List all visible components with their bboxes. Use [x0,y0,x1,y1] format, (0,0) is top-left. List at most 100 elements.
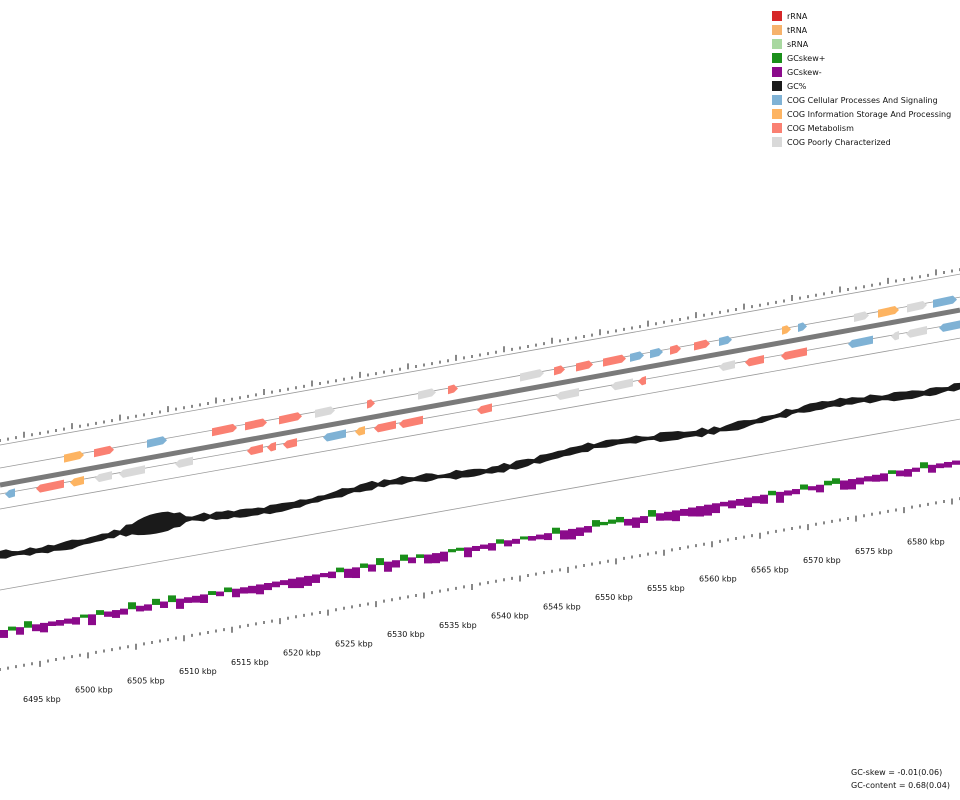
legend-label: COG Poorly Characterized [787,137,891,147]
gene-arrow [939,320,960,332]
gc-skew-negative-segment [784,490,792,496]
gc-skew-negative-segment [424,554,432,564]
gene-arrow [878,305,899,318]
gc-skew-negative-segment [880,473,888,482]
gene-arrow [854,311,869,322]
gene-arrow [906,325,927,338]
legend-swatch [772,39,782,49]
legend-item-rrna: rRNA [772,9,951,23]
gc-skew-positive-segment [496,539,504,544]
legend-label: GCskew- [787,67,822,77]
gc-skew-negative-segment [584,526,592,533]
track-line [0,296,960,469]
gc-skew-positive-segment [456,547,464,551]
gene-arrow [175,456,193,468]
legend-item-cog-poorly: COG Poorly Characterized [772,135,951,149]
gene-arrow [611,378,633,391]
gene-arrow [367,399,375,409]
legend-item-cog-metabolism: COG Metabolism [772,121,951,135]
gc-skew-negative-segment [712,503,720,514]
gc-skew-negative-segment [112,610,120,618]
gc-skew-negative-segment [656,513,664,521]
gc-skew-positive-segment [336,567,344,573]
gc-skew-positive-segment [416,554,424,558]
gc-skew-negative-segment [264,583,272,591]
gc-skew-positive-segment [520,536,528,540]
gc-skew-positive-segment [96,610,104,615]
gc-skew-positive-segment [920,462,928,469]
gene-arrow [650,347,663,359]
gene-arrow [719,360,735,372]
legend-swatch [772,123,782,133]
gc-skew-positive-segment [768,490,776,496]
gc-skew-negative-segment [936,463,944,469]
gc-content-profile [0,382,960,559]
gene-arrow [670,344,681,355]
gc-skew-negative-segment [560,530,568,540]
gc-skew-positive-segment [400,554,408,561]
gc-skew-negative-segment [688,507,696,517]
gc-skew-negative-segment [528,536,536,541]
scale-label: 6530 kbp [387,630,425,639]
legend-swatch [772,137,782,147]
legend-swatch [772,53,782,63]
gc-skew-negative-segment [944,461,952,468]
gene-arrow [907,300,927,313]
legend-label: GCskew+ [787,53,826,63]
gene-arrow [147,436,167,448]
legend-swatch [772,67,782,77]
gene-arrow [5,488,15,499]
gc-skew-negative-segment [640,516,648,524]
gene-arrow [448,384,458,395]
gc-skew-negative-segment [352,567,360,579]
gene-arrow [554,365,565,376]
gene-arrow [36,479,64,493]
gc-skew-negative-segment [16,627,24,635]
legend-item-gcskew-plus: GCskew+ [772,51,951,65]
scale-label: 6550 kbp [595,593,633,602]
gene-arrow [719,335,732,347]
gc-skew-negative-segment [720,501,728,507]
gc-skew-negative-segment [384,561,392,572]
gc-skew-positive-segment [448,549,456,553]
gene-arrow [798,322,807,332]
gc-skew-negative-segment [904,469,912,477]
track-line [0,337,960,510]
gc-skew-negative-segment [576,527,584,536]
scale-label: 6535 kbp [439,621,477,630]
legend-label: sRNA [787,39,809,49]
gc-skew-negative-segment [192,595,200,603]
scale-label: 6580 kbp [907,538,945,547]
scale-label: 6570 kbp [803,556,841,565]
gc-skew-negative-segment [304,575,312,586]
gc-skew-negative-segment [184,597,192,603]
gc-skew-negative-segment [624,518,632,526]
gc-skew-negative-segment [792,489,800,495]
scale-label: 6495 kbp [23,695,61,704]
gc-skew-negative-segment [696,506,704,517]
gc-skew-positive-segment [152,598,160,605]
gc-skew-negative-segment [480,544,488,549]
scale-label: 6575 kbp [855,547,893,556]
gc-skew-negative-segment [632,517,640,528]
gc-skew-negative-segment [32,624,40,632]
gc-skew-negative-segment [872,474,880,482]
gc-skew-negative-segment [472,545,480,552]
gc-content-stat: GC-content = 0.68(0.04) [851,781,950,790]
gc-skew-positive-segment [224,587,232,593]
gene-arrow [247,444,263,456]
gc-skew-negative-segment [736,498,744,506]
gc-skew-negative-segment [664,511,672,521]
gc-skew-track [0,460,960,638]
gc-skew-negative-segment [216,591,224,597]
gc-skew-positive-segment [608,519,616,524]
legend-item-gc-percent: GC% [772,79,951,93]
gene-arrow [212,423,237,437]
gene-arrow [477,403,492,415]
genome-backbone [0,307,960,488]
scale-label: 6560 kbp [699,575,737,584]
gene-arrow [933,295,957,308]
scale-label: 6500 kbp [75,686,113,695]
gc-skew-negative-segment [568,528,576,540]
gc-skew-negative-segment [88,614,96,626]
